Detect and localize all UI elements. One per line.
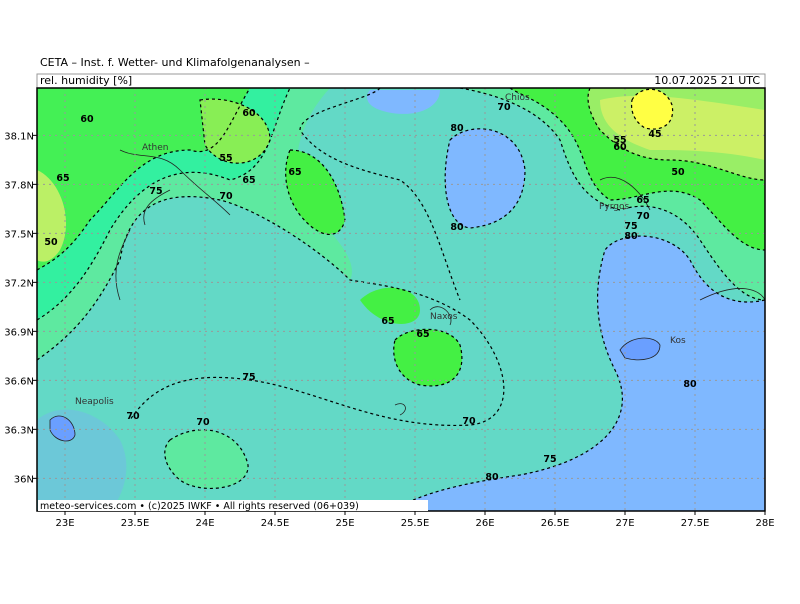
- contour-label: 75: [543, 454, 556, 465]
- lat-tick-label: 36.3N: [4, 425, 34, 436]
- lon-tick-label: 26E: [475, 518, 494, 529]
- place-label: Athen: [142, 143, 168, 153]
- contour-label: 55: [219, 153, 232, 164]
- contour-label: 50: [671, 167, 685, 178]
- contour: [389, 235, 765, 511]
- contour-label: 65: [288, 167, 301, 178]
- lon-tick-label: 27E: [615, 518, 634, 529]
- lon-tick-label: 27.5E: [681, 518, 710, 529]
- contour-label: 60: [242, 108, 256, 119]
- lon-tick-label: 25.5E: [401, 518, 430, 529]
- field-area: [164, 429, 249, 489]
- lat-tick-label: 37.8N: [4, 180, 34, 191]
- contour-label: 70: [462, 416, 476, 427]
- contour: [587, 88, 765, 181]
- lon-tick-label: 24.5E: [261, 518, 290, 529]
- contour-label: 70: [219, 191, 233, 202]
- contour-label: 75: [624, 221, 637, 232]
- lat-tick-label: 37.2N: [4, 278, 34, 289]
- lon-tick-label: 26.5E: [541, 518, 570, 529]
- contour-label: 65: [242, 175, 255, 186]
- contour: [37, 88, 251, 271]
- contour-label: 80: [624, 231, 638, 242]
- contour: [509, 88, 765, 251]
- contour: [459, 88, 765, 301]
- contour: [299, 88, 461, 301]
- lon-tick-label: 23E: [55, 518, 74, 529]
- contour-label: 65: [636, 195, 649, 206]
- contour: [37, 196, 505, 427]
- contour-label: 60: [613, 142, 627, 153]
- contour-label: 80: [450, 222, 464, 233]
- lon-tick-label: 25E: [335, 518, 354, 529]
- contour: [199, 98, 271, 164]
- footer: meteo-services.com • (c)2025 IWKF • All …: [40, 501, 359, 512]
- field-area: [37, 88, 250, 270]
- field-area: [367, 90, 440, 114]
- field-area: [390, 236, 765, 511]
- field-area: [37, 170, 67, 262]
- parameter: rel. humidity [%]: [40, 74, 132, 87]
- lon-tick-label: 24E: [195, 518, 214, 529]
- contour-label: 70: [126, 411, 140, 422]
- field-area: [393, 329, 462, 386]
- contour-label: 75: [149, 186, 162, 197]
- contour: [630, 88, 674, 130]
- place-label: Pyrgos: [599, 202, 630, 212]
- lon-tick-label: 23.5E: [121, 518, 150, 529]
- contour-label: 65: [56, 173, 69, 184]
- contour-label: 65: [416, 329, 429, 340]
- field-area: [50, 415, 75, 442]
- lat-tick-label: 38.1N: [4, 131, 34, 142]
- contour: [285, 149, 346, 235]
- field-area: [285, 150, 345, 235]
- contour-label: 75: [242, 372, 255, 383]
- field-area: [631, 89, 673, 130]
- contour-label: 70: [196, 417, 210, 428]
- contour-label: 60: [80, 114, 94, 125]
- contour-label: 80: [683, 379, 697, 390]
- place-label: Kos: [670, 336, 686, 346]
- coastline: [49, 149, 765, 442]
- field-area: [360, 287, 420, 324]
- contour-label: 55: [613, 135, 626, 146]
- contour-label: 65: [381, 316, 394, 327]
- contour-label: 80: [485, 472, 499, 483]
- lat-tick-label: 37.5N: [4, 229, 34, 240]
- header-title: CETA – Inst. f. Wetter- und Klimafolgena…: [40, 56, 310, 69]
- contour-label: 70: [636, 211, 650, 222]
- contour-label: 70: [497, 102, 511, 113]
- footer-box: [38, 500, 428, 511]
- contour-label: 80: [450, 123, 464, 134]
- contour-label: 45: [648, 129, 661, 140]
- contour-label: 50: [44, 237, 58, 248]
- contour: [444, 128, 526, 229]
- contour: [164, 429, 249, 490]
- humidity-field: [37, 88, 765, 511]
- lat-tick-label: 36.6N: [4, 376, 34, 387]
- lon-tick-label: 28E: [755, 518, 774, 529]
- place-label: Neapolis: [75, 397, 114, 407]
- valid-time: 10.07.2025 21 UTC: [654, 74, 760, 87]
- place-label: Naxos: [430, 312, 458, 322]
- lat-tick-label: 36.9N: [4, 327, 34, 338]
- lat-tick-label: 36N: [14, 474, 34, 485]
- field-area: [200, 99, 270, 164]
- place-label: Chios: [505, 93, 530, 103]
- field-area: [620, 338, 660, 360]
